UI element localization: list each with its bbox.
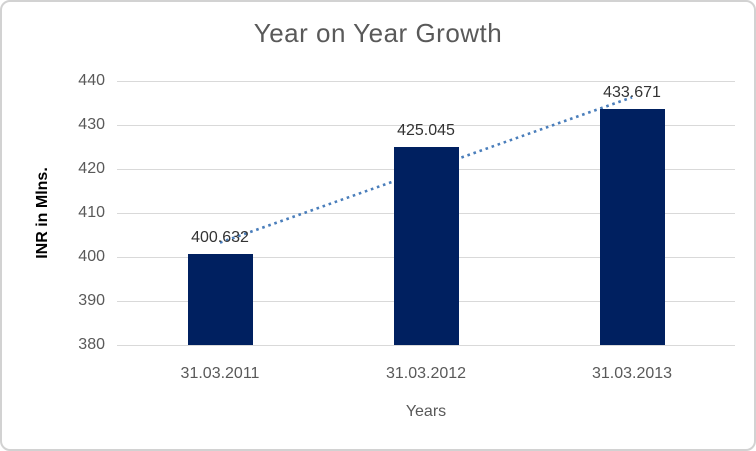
x-axis-tick-label: 31.03.2011 xyxy=(180,365,260,382)
y-axis-tick-label: 400 xyxy=(78,248,105,265)
bar xyxy=(599,108,665,345)
bar-value-label: 425.045 xyxy=(397,121,455,139)
y-axis-tick-label: 380 xyxy=(78,336,105,353)
chart-title: Year on Year Growth xyxy=(253,18,503,48)
x-axis-tick-label: 31.03.2012 xyxy=(385,365,467,382)
bar xyxy=(393,146,459,345)
bar-value-label: 433.671 xyxy=(603,83,661,101)
y-axis-tick-label: 430 xyxy=(78,116,105,133)
x-axis-title: Years xyxy=(405,403,447,420)
x-axis-tick-label: 31.03.2013 xyxy=(591,365,673,382)
gridline xyxy=(117,345,735,346)
gridline xyxy=(117,81,735,82)
bar xyxy=(187,254,253,345)
y-axis-tick-label: 420 xyxy=(78,160,105,177)
plot-area: 400.632 425.045 433.671 31.03.2011 31.03.20… xyxy=(117,81,735,382)
y-axis-tick-label: 440 xyxy=(78,72,105,89)
gridline xyxy=(117,125,735,126)
y-axis-tick-label: 390 xyxy=(78,292,105,309)
y-axis-tick-label: 410 xyxy=(78,204,105,221)
bar-value-label: 400.632 xyxy=(191,229,249,247)
